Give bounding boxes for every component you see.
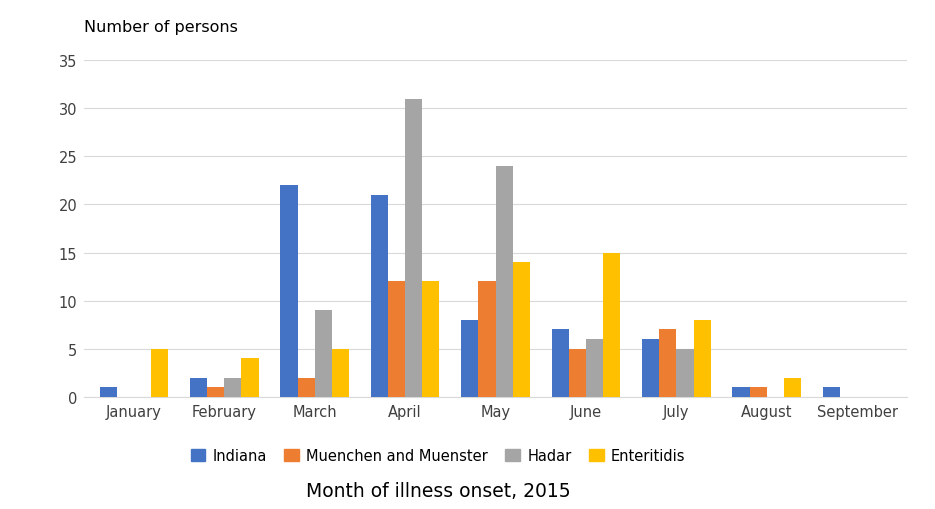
Bar: [224, 378, 241, 397]
Bar: [568, 349, 586, 397]
Bar: [750, 387, 767, 397]
Bar: [297, 378, 315, 397]
Bar: [784, 378, 801, 397]
Bar: [694, 320, 711, 397]
Bar: [190, 378, 208, 397]
Bar: [479, 282, 496, 397]
Bar: [371, 195, 388, 397]
Bar: [823, 387, 840, 397]
Bar: [732, 387, 750, 397]
Bar: [423, 282, 439, 397]
Bar: [496, 166, 512, 397]
Legend: Indiana, Muenchen and Muenster, Hadar, Enteritidis: Indiana, Muenchen and Muenster, Hadar, E…: [191, 448, 685, 463]
Bar: [99, 387, 117, 397]
Bar: [241, 359, 259, 397]
Text: Number of persons: Number of persons: [84, 20, 238, 35]
Bar: [676, 349, 694, 397]
Bar: [405, 99, 423, 397]
Bar: [642, 340, 659, 397]
Bar: [461, 320, 479, 397]
Bar: [659, 330, 676, 397]
Bar: [208, 387, 224, 397]
Bar: [332, 349, 349, 397]
Bar: [586, 340, 603, 397]
Bar: [388, 282, 405, 397]
Bar: [280, 186, 297, 397]
Bar: [151, 349, 168, 397]
Bar: [603, 253, 620, 397]
Text: Month of illness onset, 2015: Month of illness onset, 2015: [306, 481, 570, 500]
Bar: [512, 263, 530, 397]
Bar: [315, 310, 332, 397]
Bar: [552, 330, 568, 397]
